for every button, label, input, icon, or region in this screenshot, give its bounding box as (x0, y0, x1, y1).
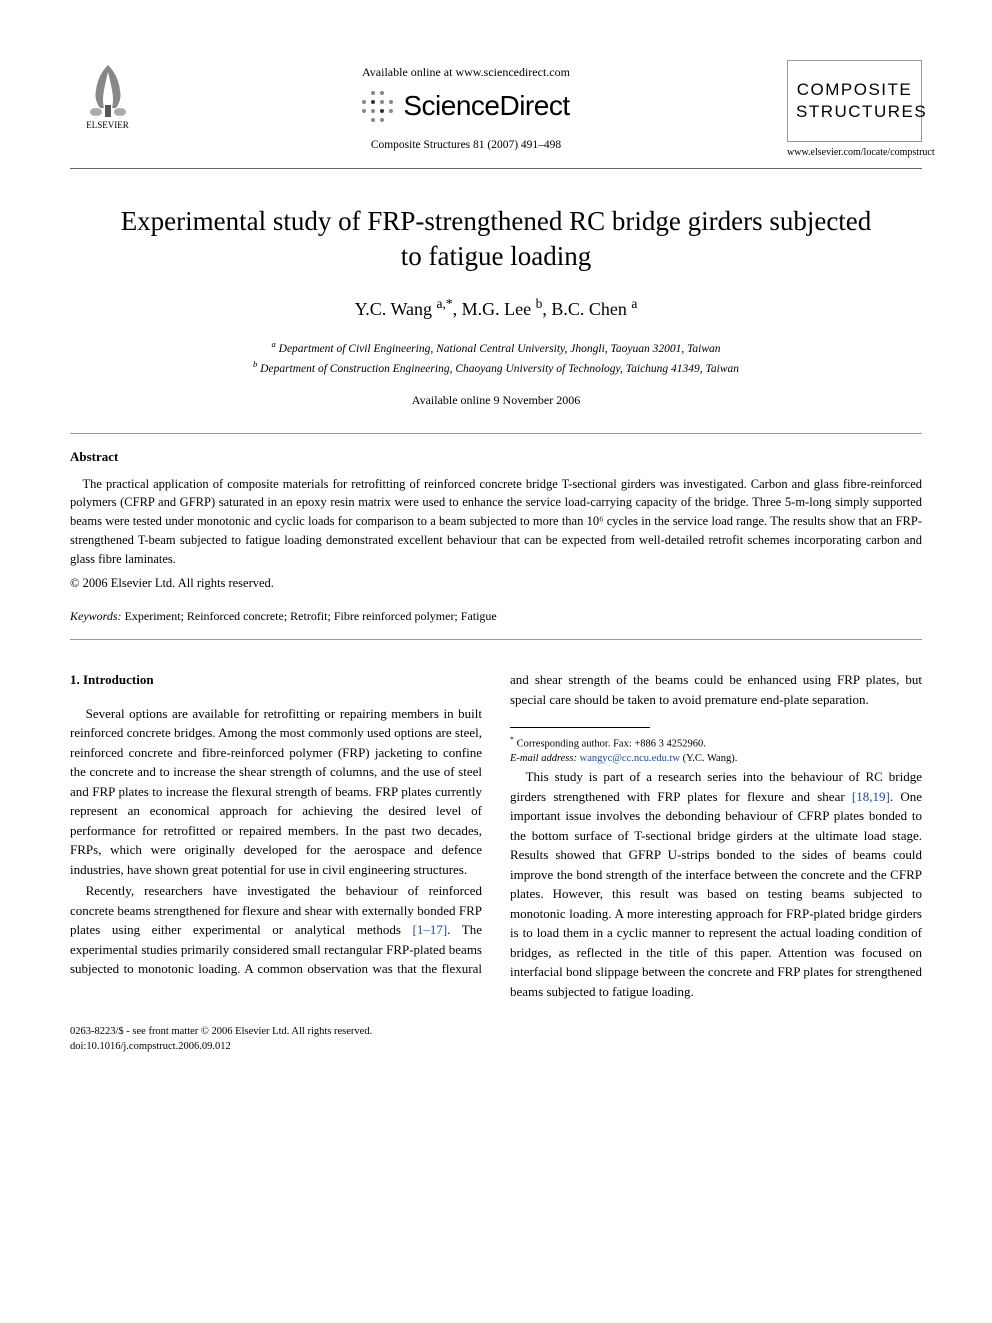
keywords-text: Experiment; Reinforced concrete; Retrofi… (125, 609, 497, 623)
sciencedirect-logo: ScienceDirect (145, 90, 787, 124)
publication-date: Available online 9 November 2006 (70, 393, 922, 408)
abstract-bottom-divider (70, 639, 922, 640)
doi-line: doi:10.1016/j.compstruct.2006.09.012 (70, 1040, 922, 1055)
abstract-text: The practical application of composite m… (70, 475, 922, 569)
keywords: Keywords: Experiment; Reinforced concret… (70, 609, 922, 624)
footnotes: * Corresponding author. Fax: +886 3 4252… (510, 734, 922, 767)
journal-reference: Composite Structures 81 (2007) 491–498 (145, 139, 787, 151)
elsevier-logo: ELSEVIER (70, 60, 145, 130)
journal-logo-box: COMPOSITE STRUCTURES (787, 60, 922, 142)
center-header: Available online at www.sciencedirect.co… (145, 60, 787, 156)
abstract-top-divider (70, 433, 922, 434)
elsevier-label: ELSEVIER (86, 120, 129, 130)
affiliation-b: b Department of Construction Engineering… (70, 358, 922, 378)
abstract-copyright: © 2006 Elsevier Ltd. All rights reserved… (70, 576, 922, 591)
abstract-heading: Abstract (70, 449, 922, 465)
email-note: E-mail address: wangyc@cc.ncu.edu.tw (Y.… (510, 752, 922, 767)
citation-link[interactable]: [18,19] (852, 789, 890, 804)
journal-logo: COMPOSITE STRUCTURES www.elsevier.com/lo… (787, 60, 922, 158)
citation-link[interactable]: [1–17] (413, 922, 448, 937)
sciencedirect-label: ScienceDirect (403, 90, 569, 121)
elsevier-tree-icon (78, 60, 138, 120)
journal-url: www.elsevier.com/locate/compstruct (787, 147, 922, 158)
section-1-heading: 1. Introduction (70, 670, 482, 690)
article-title: Experimental study of FRP-strengthened R… (110, 204, 882, 274)
article-body: 1. Introduction Several options are avai… (70, 670, 922, 1001)
corresponding-author-note: * Corresponding author. Fax: +886 3 4252… (510, 734, 922, 752)
affiliations: a Department of Civil Engineering, Natio… (70, 338, 922, 378)
journal-logo-line2: STRUCTURES (796, 101, 913, 123)
email-link[interactable]: wangyc@cc.ncu.edu.tw (580, 753, 680, 764)
page-header: ELSEVIER Available online at www.science… (70, 60, 922, 158)
header-divider (70, 168, 922, 169)
journal-logo-line1: COMPOSITE (796, 79, 913, 101)
affiliation-a: a Department of Civil Engineering, Natio… (70, 338, 922, 358)
authors: Y.C. Wang a,*, M.G. Lee b, B.C. Chen a (70, 296, 922, 320)
body-para-1: Several options are available for retrof… (70, 704, 482, 880)
footnote-divider (510, 727, 650, 728)
bottom-metadata: 0263-8223/$ - see front matter © 2006 El… (70, 1025, 922, 1054)
keywords-label: Keywords: (70, 609, 122, 623)
sciencedirect-icon (362, 90, 395, 124)
available-online-text: Available online at www.sciencedirect.co… (145, 65, 787, 80)
body-para-3: This study is part of a research series … (510, 767, 922, 1001)
issn-line: 0263-8223/$ - see front matter © 2006 El… (70, 1025, 922, 1040)
